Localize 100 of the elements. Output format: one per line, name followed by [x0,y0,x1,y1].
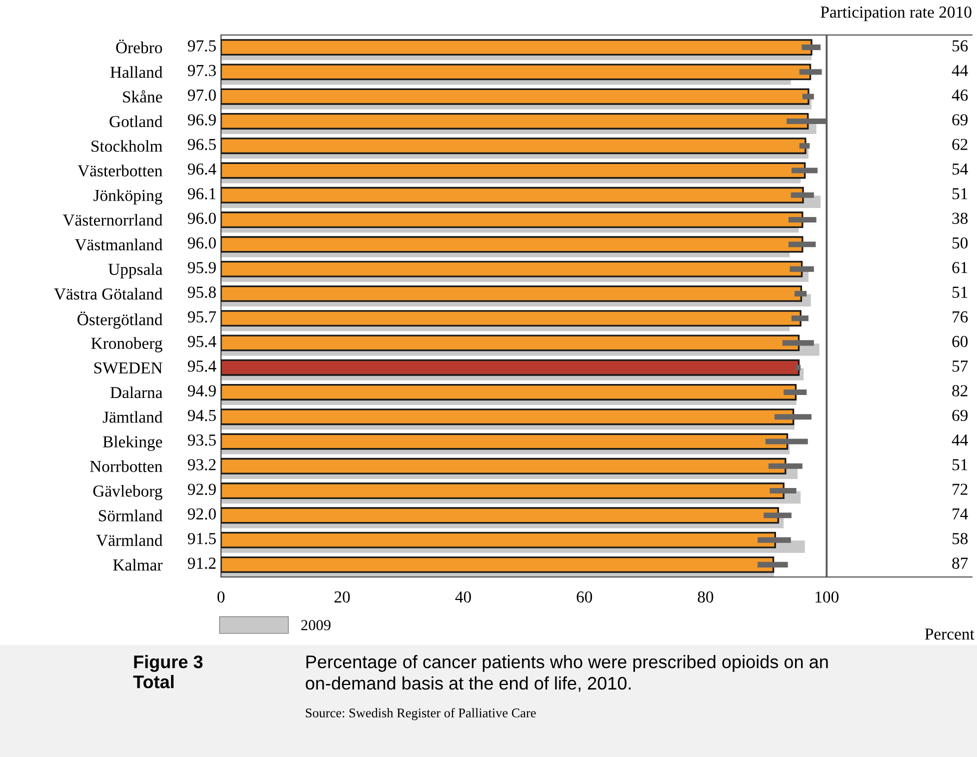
annotation: 38 [952,212,968,224]
bar [221,384,797,400]
source-note: Source: Swedish Register of Palliative Care [306,708,536,720]
data-label: 93.2 [188,459,216,470]
y-tick-label: Jämtland [102,411,162,423]
y-tick-label: Östergötland [78,312,162,329]
bar [221,88,810,105]
annotation: 44 [952,64,968,76]
bar [221,113,809,130]
y-tick-label: Stockholm [92,140,162,152]
bar [221,64,812,80]
data-label: 96.9 [188,114,216,126]
bar [221,212,804,228]
y-tick-label: Västra Götaland [54,288,162,300]
data-label: 95.4 [188,336,216,348]
data-label: 92.9 [188,484,216,496]
bar [221,433,788,450]
y-tick-label: Gävleborg [93,484,162,500]
bar [221,310,802,327]
bar [221,458,786,474]
x-tick-label: 100 [816,591,839,603]
annotation: 82 [952,385,968,396]
y-tick-label: Halland [110,66,162,78]
bar [221,162,806,179]
annotation: 46 [952,90,968,101]
data-label: 95.9 [188,262,216,274]
data-label: 92.0 [188,508,216,520]
text: Participation rate 2010 [820,6,972,22]
data-label: 97.0 [188,90,216,101]
data-label: 96.0 [188,237,216,249]
annotation: 62 [952,138,968,150]
bar [221,507,780,524]
bar [221,138,806,154]
y-tick-label: SWEDEN [94,362,162,374]
data-label: 94.5 [188,410,216,422]
data-label: 97.3 [188,64,216,76]
y-tick-label: Norrbotten [90,460,162,472]
annotation: 69 [952,410,968,422]
x-tick-label: 20 [334,591,350,603]
annotation: 51 [952,188,968,200]
bar [221,334,800,352]
y-tick-label: Blekinge [102,436,162,451]
text: Percentage of cancer patients who were prescribed opioids on an on-demand basis at the end of life, 2010. [306,655,828,692]
y-tick-label: Jönköping [94,189,162,205]
data-label: 96.5 [188,138,216,150]
data-label: 96.0 [188,212,216,224]
bar [221,532,776,548]
annotation: 56 [952,40,968,52]
bar [221,260,803,278]
legend-label: 2009 [301,620,331,630]
annotation: 87 [952,558,968,569]
annotation: 60 [952,336,968,348]
y-tick-label: Kronoberg [91,337,162,352]
bar [221,556,774,573]
x-axis-title: Percent [924,628,974,640]
data-label: 95.7 [188,311,216,323]
bar [221,236,804,253]
data-label: 94.9 [188,385,216,396]
y-tick-label: Värmland [96,534,162,546]
x-tick-label: 80 [698,591,714,603]
x-tick-label: 0 [217,591,225,603]
y-tick-label: Västernorrland [62,214,162,226]
data-label: 96.4 [188,163,216,175]
annotation: 54 [952,164,968,175]
bar [221,285,802,302]
bar [221,482,784,499]
data-label: 96.1 [188,188,216,200]
annotation: 69 [952,114,968,126]
data-label: 97.5 [188,40,216,52]
y-tick-label: Västmanland [74,238,162,250]
y-tick-label: Dalarna [110,386,162,398]
data-label: 91.5 [188,533,216,544]
y-tick-label: Sörmland [98,510,162,522]
data-label: 95.4 [188,360,216,372]
data-label: 93.5 [188,434,216,446]
annotation: 51 [952,286,968,298]
x-tick-label: 40 [455,591,471,603]
y-tick-label: Västerbotten [78,164,162,177]
y-tick-label: Örebro [116,40,162,54]
annotation: 74 [952,508,968,520]
x-tick-label: 60 [576,591,592,603]
annotation: 50 [952,237,968,249]
bar [221,186,804,204]
y-tick-label: Kalmar [113,558,163,571]
annotation: 44 [952,434,968,446]
annotation: 72 [952,484,968,495]
annotation: 51 [952,459,968,470]
text: Total [133,675,174,688]
annotation: 61 [952,262,968,274]
y-tick-label: Uppsala [108,263,162,278]
bar [221,359,800,376]
data-label: 95.8 [188,286,216,298]
y-tick-label: Gotland [110,115,162,128]
bar [221,39,812,56]
caption: Figure 3 [134,655,203,672]
y-tick-label: Skåne [123,90,162,103]
annotation: 58 [952,532,968,544]
data-label: 91.2 [188,558,216,569]
annotation: 76 [952,311,968,322]
annotation: 57 [952,360,968,372]
